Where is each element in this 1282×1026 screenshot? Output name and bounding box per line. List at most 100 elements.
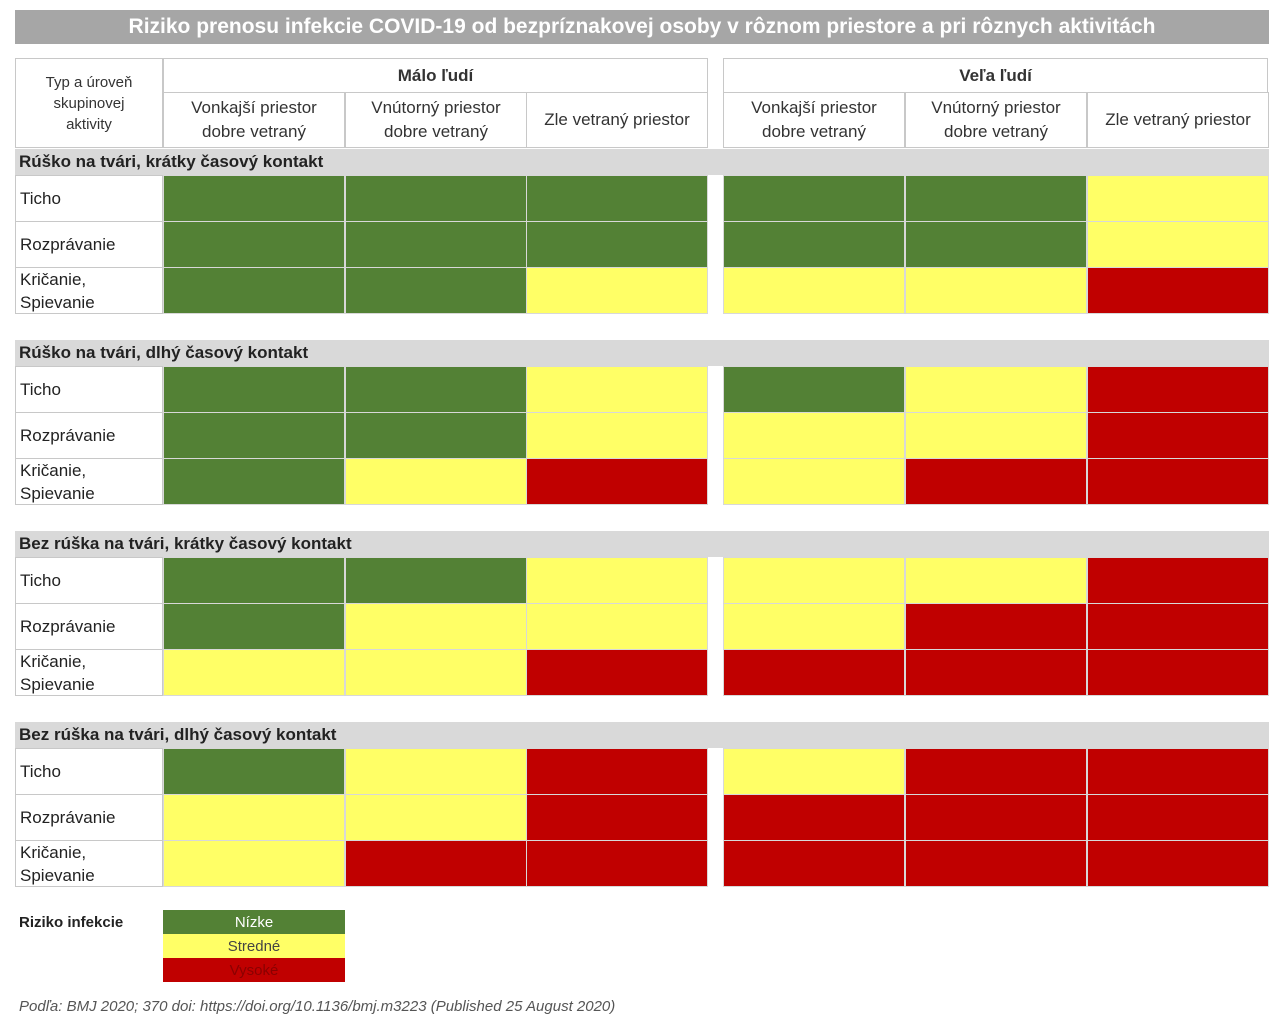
risk-cell xyxy=(163,267,345,314)
legend-item: Stredné xyxy=(163,934,345,958)
row-label-text: Kričanie, Spievanie xyxy=(20,842,95,885)
row-label: Kričanie, Spievanie xyxy=(15,267,163,314)
row-label: Ticho xyxy=(15,175,163,222)
column-header: Zle vetraný priestor xyxy=(526,92,708,148)
corner-header: Typ a úroveň skupinovej aktivity xyxy=(15,58,163,148)
risk-cell xyxy=(1087,557,1269,604)
risk-cell xyxy=(905,603,1087,650)
risk-cell xyxy=(345,221,527,268)
row-label-text: Rozprávanie xyxy=(20,617,116,636)
row-label-text: Rozprávanie xyxy=(20,808,116,827)
risk-cell xyxy=(723,603,905,650)
risk-cell xyxy=(526,840,708,887)
risk-cell xyxy=(526,649,708,696)
risk-cell xyxy=(163,748,345,795)
risk-cell xyxy=(163,366,345,413)
risk-cell xyxy=(526,267,708,314)
section-header: Rúško na tvári, krátky časový kontakt xyxy=(15,149,1269,175)
row-label: Rozprávanie xyxy=(15,794,163,841)
column-header: Vnútorný priestor dobre vetraný xyxy=(905,92,1087,148)
risk-cell xyxy=(723,840,905,887)
risk-cell xyxy=(1087,794,1269,841)
legend-title: Riziko infekcie xyxy=(19,914,124,931)
section-header: Rúško na tvári, dlhý časový kontakt xyxy=(15,340,1269,366)
risk-cell xyxy=(723,649,905,696)
risk-cell xyxy=(345,267,527,314)
column-header: Zle vetraný priestor xyxy=(1087,92,1269,148)
row-label-text: Ticho xyxy=(20,380,61,399)
risk-cell xyxy=(163,840,345,887)
row-label: Ticho xyxy=(15,557,163,604)
risk-cell xyxy=(345,557,527,604)
risk-cell xyxy=(905,175,1087,222)
risk-cell xyxy=(1087,366,1269,413)
risk-cell xyxy=(163,649,345,696)
risk-cell xyxy=(723,557,905,604)
risk-cell xyxy=(345,794,527,841)
risk-cell xyxy=(1087,458,1269,505)
risk-cell xyxy=(905,748,1087,795)
risk-cell xyxy=(905,458,1087,505)
risk-cell xyxy=(163,221,345,268)
legend-item: Nízke xyxy=(163,910,345,934)
risk-cell xyxy=(1087,267,1269,314)
risk-cell xyxy=(905,366,1087,413)
group-header: Málo ľudí xyxy=(163,58,708,93)
row-label-text: Rozprávanie xyxy=(20,235,116,254)
risk-cell xyxy=(526,221,708,268)
column-header: Vonkajší priestor dobre vetraný xyxy=(163,92,345,148)
risk-cell xyxy=(163,412,345,459)
risk-cell xyxy=(1087,748,1269,795)
risk-cell xyxy=(723,794,905,841)
risk-cell xyxy=(723,267,905,314)
risk-cell xyxy=(1087,412,1269,459)
risk-cell xyxy=(723,221,905,268)
risk-cell xyxy=(526,366,708,413)
row-label-text: Kričanie, Spievanie xyxy=(20,651,95,694)
row-label-text: Ticho xyxy=(20,571,61,590)
risk-cell xyxy=(905,840,1087,887)
row-label: Rozprávanie xyxy=(15,221,163,268)
risk-cell xyxy=(526,794,708,841)
risk-cell xyxy=(163,603,345,650)
risk-cell xyxy=(905,412,1087,459)
legend-item: Vysoké xyxy=(163,958,345,982)
risk-cell xyxy=(345,458,527,505)
risk-cell xyxy=(723,412,905,459)
row-label: Ticho xyxy=(15,366,163,413)
row-label-text: Kričanie, Spievanie xyxy=(20,269,95,312)
risk-cell xyxy=(345,840,527,887)
row-label: Rozprávanie xyxy=(15,412,163,459)
risk-cell xyxy=(526,603,708,650)
risk-cell xyxy=(526,458,708,505)
risk-cell xyxy=(345,366,527,413)
risk-cell xyxy=(1087,221,1269,268)
risk-cell xyxy=(905,221,1087,268)
row-label: Kričanie, Spievanie xyxy=(15,458,163,505)
column-header: Vnútorný priestor dobre vetraný xyxy=(345,92,527,148)
risk-cell xyxy=(1087,840,1269,887)
title-bar: Riziko prenosu infekcie COVID-19 od bezp… xyxy=(15,10,1269,44)
group-header: Veľa ľudí xyxy=(723,58,1268,93)
risk-cell xyxy=(723,175,905,222)
risk-cell xyxy=(345,412,527,459)
row-label-text: Ticho xyxy=(20,762,61,781)
risk-cell xyxy=(1087,175,1269,222)
row-label-text: Rozprávanie xyxy=(20,426,116,445)
risk-cell xyxy=(905,557,1087,604)
row-label: Kričanie, Spievanie xyxy=(15,649,163,696)
row-label-text: Ticho xyxy=(20,189,61,208)
risk-cell xyxy=(905,794,1087,841)
row-label-text: Kričanie, Spievanie xyxy=(20,460,95,503)
risk-cell xyxy=(526,557,708,604)
risk-cell xyxy=(345,603,527,650)
row-label: Ticho xyxy=(15,748,163,795)
risk-cell xyxy=(163,458,345,505)
risk-cell xyxy=(345,175,527,222)
section-header: Bez rúška na tvári, krátky časový kontak… xyxy=(15,531,1269,557)
risk-cell xyxy=(163,794,345,841)
risk-cell xyxy=(1087,649,1269,696)
risk-cell xyxy=(345,649,527,696)
risk-cell xyxy=(163,557,345,604)
